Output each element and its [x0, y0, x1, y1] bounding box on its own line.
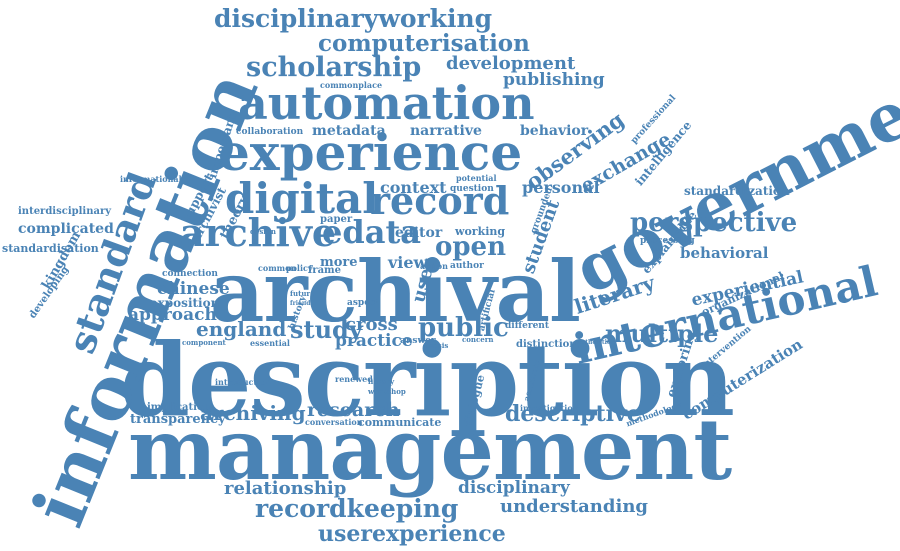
cloud-word: publishing [503, 70, 605, 90]
cloud-word: scholarship [246, 52, 422, 83]
cloud-word: archive [180, 210, 337, 255]
cloud-word: informational [120, 174, 182, 184]
cloud-word: communicate [358, 416, 442, 429]
cloud-word: processing [640, 236, 695, 246]
cloud-word: collaboration [236, 127, 304, 137]
cloud-word: conversation [305, 417, 363, 427]
cloud-word: different [505, 321, 549, 331]
cloud-word: automation [238, 76, 535, 130]
cloud-word: frame [308, 265, 341, 276]
cloud-word: implication [147, 402, 211, 413]
cloud-word: complicated [18, 221, 114, 237]
cloud-word: introduction [215, 377, 272, 387]
cloud-word: computerisation [318, 30, 530, 57]
cloud-word: investigation [520, 403, 579, 413]
cloud-word: relationship [224, 478, 347, 499]
cloud-word: archiving [200, 401, 306, 425]
cloud-word: concern [462, 335, 494, 344]
cloud-word: multiple [605, 319, 719, 348]
cloud-word: study [290, 315, 363, 344]
cloud-word: renewed [335, 374, 373, 384]
cloud-word: policy [286, 263, 313, 273]
cloud-word: context [380, 178, 447, 197]
cloud-word: england [196, 317, 287, 341]
cloud-word: view [388, 253, 428, 272]
cloud-word: experience [218, 123, 523, 182]
cloud-word: working [455, 225, 506, 238]
cloud-word: exposition [150, 296, 220, 310]
cloud-word: thesis [425, 341, 449, 350]
cloud-word: research [307, 399, 400, 421]
cloud-word: commonplace [320, 80, 383, 90]
cloud-word: library [368, 377, 395, 386]
cloud-word: authorities [577, 339, 615, 346]
cloud-word: personal [522, 178, 600, 197]
cloud-word: disciplinaryworking [214, 4, 493, 33]
cloud-word: paper [320, 214, 353, 225]
cloud-word: potential [456, 173, 497, 183]
cloud-word: author [450, 261, 484, 271]
cloud-word: behavior [520, 123, 589, 139]
cloud-word: metadata [312, 123, 386, 139]
cloud-word: edata [322, 213, 421, 251]
cloud-word: connection [162, 269, 218, 279]
cloud-word: more [320, 255, 358, 270]
cloud-word: chinese [157, 279, 230, 299]
cloud-word: description [120, 321, 735, 439]
cloud-word: future [290, 289, 315, 298]
cloud-word: open [435, 232, 506, 262]
cloud-word: perspective [630, 208, 798, 238]
cloud-word: development [446, 53, 576, 74]
cloud-word: interdisciplinary [18, 206, 112, 217]
cloud-word: standardization [684, 184, 790, 198]
cloud-word: essential [250, 338, 290, 348]
cloud-word: userexperience [318, 521, 506, 547]
cloud-word: aspect [347, 298, 380, 308]
cloud-word: record [370, 178, 510, 223]
cloud-word: transparency [130, 412, 226, 427]
cloud-word: component [182, 338, 226, 347]
cloud-word: descriptive [505, 401, 641, 427]
cloud-word: workshop [368, 387, 406, 396]
cloud-word: standardisation [2, 242, 99, 255]
cloud-word: question [450, 184, 494, 194]
cloud-word: action [420, 261, 448, 271]
cloud-word: friend [290, 300, 311, 307]
cloud-word: understanding [500, 496, 648, 517]
cloud-word: distinction [516, 339, 577, 350]
cloud-word: cross [345, 314, 398, 335]
cloud-word: public [418, 313, 509, 343]
cloud-word: editor [395, 225, 443, 241]
cloud-word: design [250, 227, 276, 236]
cloud-word: digital [225, 174, 379, 223]
cloud-word: management [128, 400, 732, 499]
cloud-word: narrative [410, 123, 482, 139]
cloud-word: disciplinary [458, 478, 570, 498]
cloud-word: common [258, 263, 297, 273]
cloud-word: answer [400, 336, 436, 346]
cloud-word: recordkeeping [255, 494, 459, 523]
cloud-word: archival [210, 242, 581, 341]
cloud-word: behavioral [680, 244, 769, 262]
cloud-word: approach [128, 305, 217, 325]
cloud-word: practice [335, 331, 413, 351]
